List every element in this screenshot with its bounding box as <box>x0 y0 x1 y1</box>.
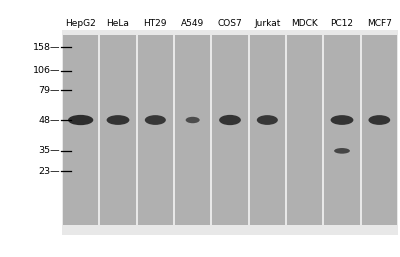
Text: 79—: 79— <box>38 86 60 95</box>
Text: HT29: HT29 <box>144 19 167 28</box>
Text: MCF7: MCF7 <box>367 19 392 28</box>
Text: 23—: 23— <box>38 167 60 176</box>
Text: Jurkat: Jurkat <box>254 19 280 28</box>
Text: A549: A549 <box>181 19 204 28</box>
Text: 35—: 35— <box>38 146 60 155</box>
Text: HeLa: HeLa <box>106 19 130 28</box>
Text: 158—: 158— <box>32 42 60 52</box>
Text: HepG2: HepG2 <box>65 19 96 28</box>
Text: 48—: 48— <box>38 115 60 125</box>
Text: COS7: COS7 <box>218 19 242 28</box>
Text: 106—: 106— <box>32 66 60 75</box>
Text: PC12: PC12 <box>330 19 354 28</box>
Text: MDCK: MDCK <box>291 19 318 28</box>
